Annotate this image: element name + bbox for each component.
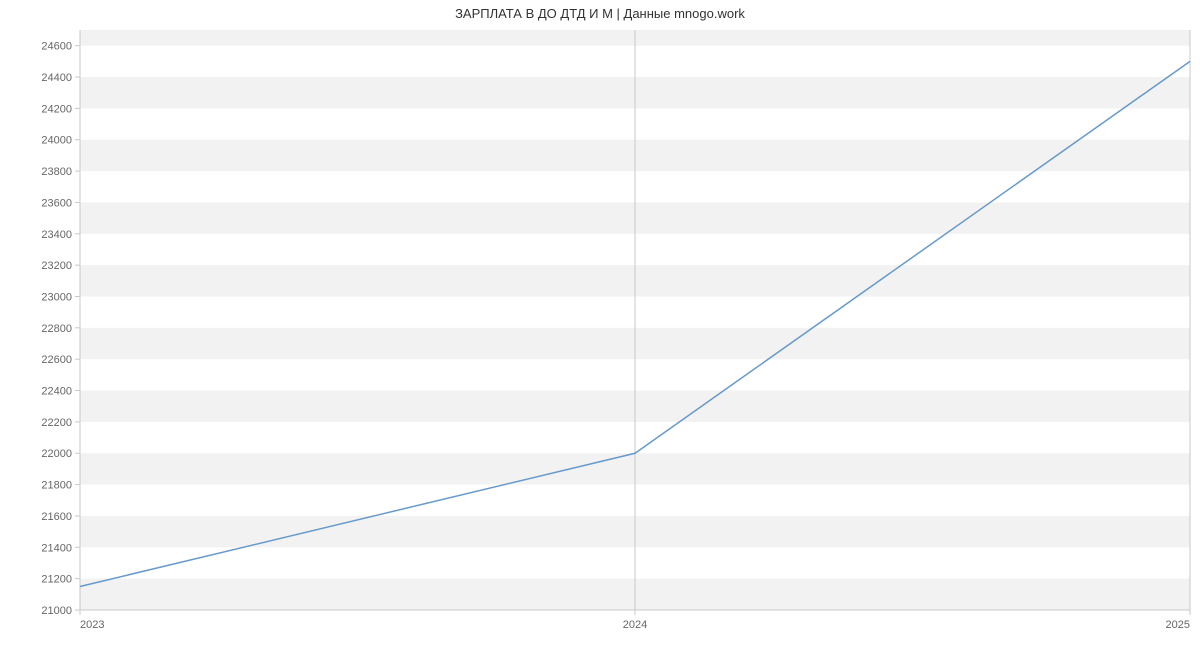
y-tick-label: 21200 xyxy=(41,574,72,586)
y-tick-label: 23800 xyxy=(41,166,72,178)
y-tick-label: 24600 xyxy=(41,41,72,53)
x-tick-label: 2025 xyxy=(1166,619,1190,631)
y-tick-label: 22600 xyxy=(41,354,72,366)
y-tick-label: 23200 xyxy=(41,260,72,272)
y-tick-label: 22000 xyxy=(41,448,72,460)
x-tick-label: 2023 xyxy=(80,619,104,631)
y-tick-label: 23600 xyxy=(41,197,72,209)
y-tick-label: 22800 xyxy=(41,323,72,335)
y-tick-label: 24400 xyxy=(41,72,72,84)
y-tick-label: 23000 xyxy=(41,291,72,303)
y-tick-label: 24200 xyxy=(41,103,72,115)
y-tick-label: 21400 xyxy=(41,542,72,554)
x-tick-label: 2024 xyxy=(623,619,647,631)
y-tick-label: 21000 xyxy=(41,605,72,617)
y-tick-label: 24000 xyxy=(41,135,72,147)
y-tick-label: 23400 xyxy=(41,229,72,241)
y-tick-label: 21600 xyxy=(41,511,72,523)
salary-line-chart: ЗАРПЛАТА В ДО ДТД И М | Данные mnogo.wor… xyxy=(0,0,1200,650)
y-tick-label: 21800 xyxy=(41,480,72,492)
y-tick-label: 22400 xyxy=(41,386,72,398)
y-tick-label: 22200 xyxy=(41,417,72,429)
chart-svg: 21000 21200 21400 21600 21800 22000 22200 22400… xyxy=(0,0,1200,650)
